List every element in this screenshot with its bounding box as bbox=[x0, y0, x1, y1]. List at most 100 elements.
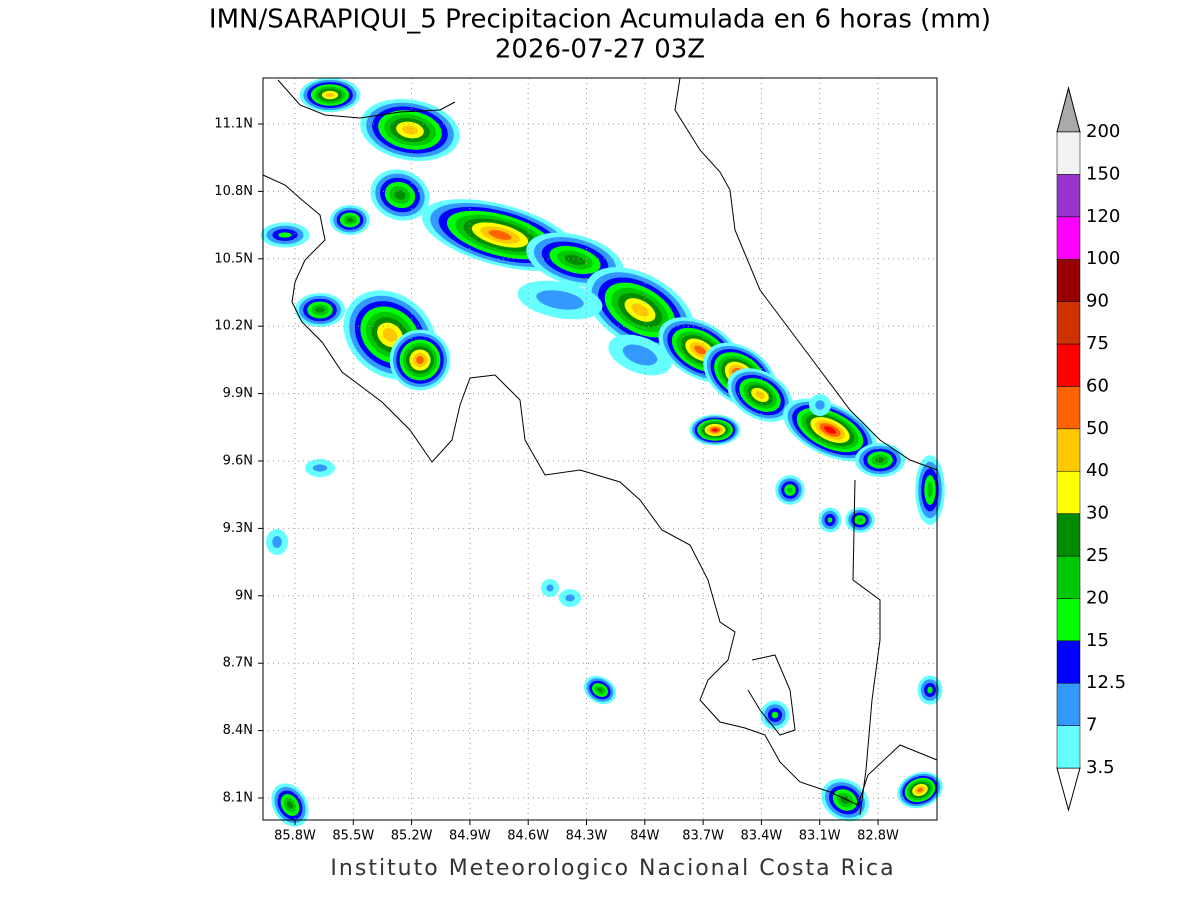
precip-blob bbox=[597, 687, 603, 693]
lon-label: 83.4W bbox=[740, 829, 782, 844]
colorbar-segment bbox=[1056, 386, 1081, 430]
lon-label: 84.3W bbox=[566, 829, 608, 844]
coast bbox=[674, 77, 938, 471]
colorbar-label: 3.5 bbox=[1086, 757, 1115, 778]
colorbar-label: 40 bbox=[1086, 460, 1109, 481]
colorbar-segment bbox=[1056, 598, 1081, 642]
precip-blob bbox=[346, 217, 354, 223]
precip-blob bbox=[694, 345, 706, 355]
precip-blob bbox=[927, 481, 933, 499]
precip-blob bbox=[771, 711, 779, 719]
colorbar-segment bbox=[1056, 131, 1081, 175]
colorbar-over bbox=[1056, 86, 1081, 133]
subtitle: 2026-07-27 03Z bbox=[495, 35, 705, 65]
lon-label: 84.6W bbox=[507, 829, 549, 844]
lon-label: 83.7W bbox=[682, 829, 724, 844]
colorbar-segment bbox=[1056, 428, 1081, 472]
colorbar-label: 100 bbox=[1086, 248, 1120, 269]
precip-blob bbox=[917, 787, 923, 793]
colorbar-segment bbox=[1056, 682, 1081, 726]
colorbar-label: 60 bbox=[1086, 375, 1109, 396]
colorbar-segment bbox=[1056, 174, 1081, 218]
colorbar-label: 120 bbox=[1086, 206, 1120, 227]
precip-blob bbox=[394, 190, 406, 200]
precip-blob bbox=[827, 517, 833, 523]
precip-blob bbox=[787, 487, 793, 493]
lon-label: 85.5W bbox=[332, 829, 374, 844]
precip-blob bbox=[712, 428, 718, 432]
precip-blob bbox=[382, 328, 398, 342]
colorbar-label: 90 bbox=[1086, 291, 1109, 312]
lat-label: 10.8N bbox=[214, 184, 253, 199]
lat-label: 9.6N bbox=[223, 454, 253, 469]
colorbar-label: 75 bbox=[1086, 333, 1109, 354]
colorbar-label: 15 bbox=[1086, 630, 1109, 651]
colorbar-segment bbox=[1056, 725, 1081, 769]
colorbar-segment bbox=[1056, 513, 1081, 557]
precip-blob bbox=[286, 801, 294, 809]
precip-blob bbox=[315, 307, 325, 313]
coast bbox=[747, 654, 796, 736]
colorbar-segment bbox=[1056, 470, 1081, 514]
colorbar-label: 200 bbox=[1086, 121, 1120, 142]
colorbar-segment bbox=[1056, 555, 1081, 599]
precip-blob bbox=[815, 400, 825, 410]
lon-label: 82.8W bbox=[857, 829, 899, 844]
coastlines bbox=[262, 77, 938, 816]
precip-blob bbox=[488, 230, 512, 240]
lat-label: 9.3N bbox=[223, 521, 253, 536]
lon-label: 84.9W bbox=[449, 829, 491, 844]
lon-label: 84W bbox=[630, 829, 660, 844]
precip-blob bbox=[564, 254, 586, 266]
precip-blob bbox=[272, 536, 282, 548]
lat-label: 9N bbox=[235, 588, 253, 603]
colorbar: 3.5 7 12.5 15 20 25 30 40 50 60 75 90 100 120 150 200 bbox=[1056, 86, 1126, 812]
colorbar-label: 25 bbox=[1086, 545, 1109, 566]
precip-blob bbox=[325, 92, 335, 98]
lon-label: 83.1W bbox=[799, 829, 841, 844]
map-frame bbox=[262, 77, 938, 821]
colorbar-label: 150 bbox=[1086, 163, 1120, 184]
colorbar-segment bbox=[1056, 301, 1081, 345]
colorbar-segment bbox=[1056, 216, 1081, 260]
coast bbox=[262, 174, 938, 806]
precip-blob bbox=[278, 232, 292, 238]
footer: Instituto Meteorologico Nacional Costa R… bbox=[330, 856, 895, 881]
precip-blob bbox=[546, 584, 554, 592]
colorbar-segment bbox=[1056, 640, 1081, 684]
precip-blob bbox=[536, 290, 584, 310]
precip-blob bbox=[875, 457, 885, 463]
lat-label: 11.1N bbox=[214, 117, 253, 132]
colorbar-label: 50 bbox=[1086, 418, 1109, 439]
precip-blob bbox=[824, 426, 836, 434]
precip-blob bbox=[622, 344, 658, 366]
colorbar-label: 30 bbox=[1086, 503, 1109, 524]
grid: 11.1N 10.8N 10.5N 10.2N 9.9N 9.6N 9.3N 9N 8.7N 8.… bbox=[214, 78, 937, 844]
lat-label: 8.4N bbox=[223, 723, 253, 738]
precip-blob bbox=[857, 517, 863, 523]
lat-label: 10.5N bbox=[214, 251, 253, 266]
precip-blob bbox=[565, 594, 575, 602]
colorbar-label: 12.5 bbox=[1086, 672, 1126, 693]
precip-blob bbox=[416, 356, 424, 364]
precip-blob bbox=[927, 686, 933, 694]
border bbox=[277, 79, 456, 119]
colorbar-segment bbox=[1056, 258, 1081, 302]
lat-label: 8.7N bbox=[223, 656, 253, 671]
lat-label: 9.9N bbox=[223, 386, 253, 401]
colorbar-segment bbox=[1056, 343, 1081, 387]
precip-field bbox=[260, 77, 945, 827]
colorbar-label: 20 bbox=[1086, 587, 1109, 608]
lat-label: 8.1N bbox=[223, 791, 253, 806]
lat-label: 10.2N bbox=[214, 319, 253, 334]
colorbar-label: 7 bbox=[1086, 715, 1097, 736]
lon-label: 85.2W bbox=[391, 829, 433, 844]
lon-label: 85.8W bbox=[274, 829, 316, 844]
precip-blob bbox=[312, 464, 328, 472]
precip-blob bbox=[402, 125, 418, 135]
colorbar-under bbox=[1056, 767, 1081, 812]
precip-blob bbox=[755, 391, 765, 399]
border bbox=[852, 479, 881, 816]
title: IMN/SARAPIQUI_5 Precipitacion Acumulada … bbox=[209, 5, 991, 35]
